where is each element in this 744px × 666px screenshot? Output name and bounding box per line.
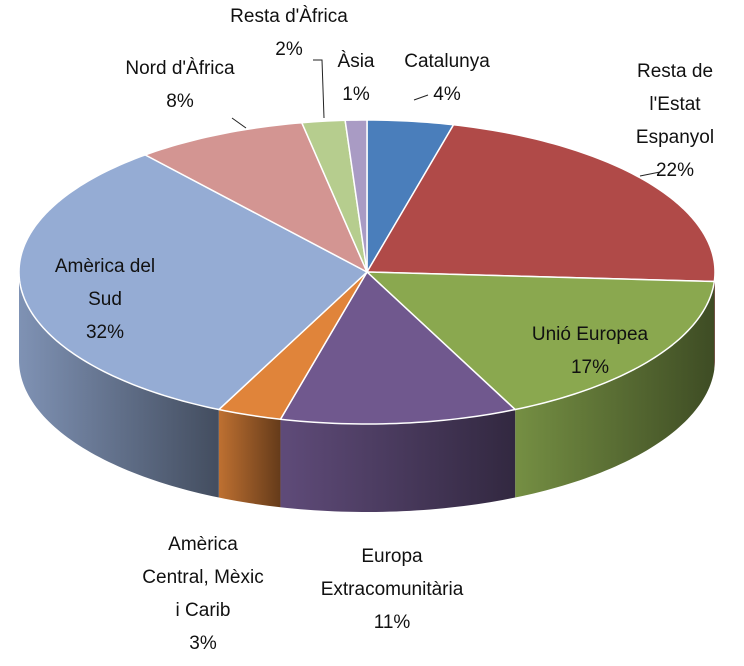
category-label: Nord d'Àfrica (125, 58, 235, 79)
category-label: Europa Extracomunitària (320, 546, 464, 600)
value-label: 11% (373, 612, 411, 633)
value-label: 1% (342, 84, 370, 105)
slice-label: Catalunya 4% (382, 45, 512, 111)
slice-side (714, 272, 715, 370)
slice (218, 271, 368, 420)
slice (366, 271, 716, 411)
slice (366, 124, 716, 283)
value-label: 32% (85, 322, 125, 343)
leader-lines (231, 59, 661, 177)
value-label: 2% (275, 39, 303, 60)
slice-side (218, 409, 281, 508)
slice (344, 119, 368, 273)
slice (301, 119, 368, 273)
value-label: 22% (655, 160, 695, 181)
slice-label: Amèrica del Sud 32% (40, 250, 170, 349)
category-label: Àsia (337, 51, 375, 72)
value-label: 17% (570, 357, 610, 378)
leader-line (231, 117, 247, 129)
slice-side (280, 409, 516, 512)
slice-label: Resta d'Àfrica 2% (209, 0, 369, 66)
slice-label: Àsia 1% (326, 45, 386, 111)
value-label: 8% (166, 91, 194, 112)
slice-label: Unió Europea 17% (500, 318, 680, 384)
value-label: 4% (433, 84, 461, 105)
slice-label: Resta de l'Estat Espanyol 22% (625, 55, 725, 187)
slice (279, 271, 516, 425)
category-label: Amèrica del Sud (54, 256, 156, 310)
leader-line (313, 59, 325, 119)
slice-label: Europa Extracomunitària 11% (317, 540, 467, 639)
category-label: Unió Europea (531, 324, 649, 345)
value-label: 3% (189, 633, 217, 654)
category-label: Resta de l'Estat Espanyol (635, 61, 715, 148)
slice-side (515, 281, 715, 498)
category-label: Catalunya (404, 51, 490, 72)
slice (144, 121, 368, 273)
category-label: Resta d'Àfrica (230, 6, 348, 27)
category-label: Amèrica Central, Mèxic i Carib (142, 534, 264, 621)
slice-label: Nord d'Àfrica 8% (105, 52, 255, 118)
slice-side (19, 272, 219, 498)
slice (18, 154, 368, 411)
leader-line (413, 94, 429, 101)
slice-label: Amèrica Central, Mèxic i Carib 3% (138, 528, 268, 660)
leader-line (639, 171, 661, 177)
